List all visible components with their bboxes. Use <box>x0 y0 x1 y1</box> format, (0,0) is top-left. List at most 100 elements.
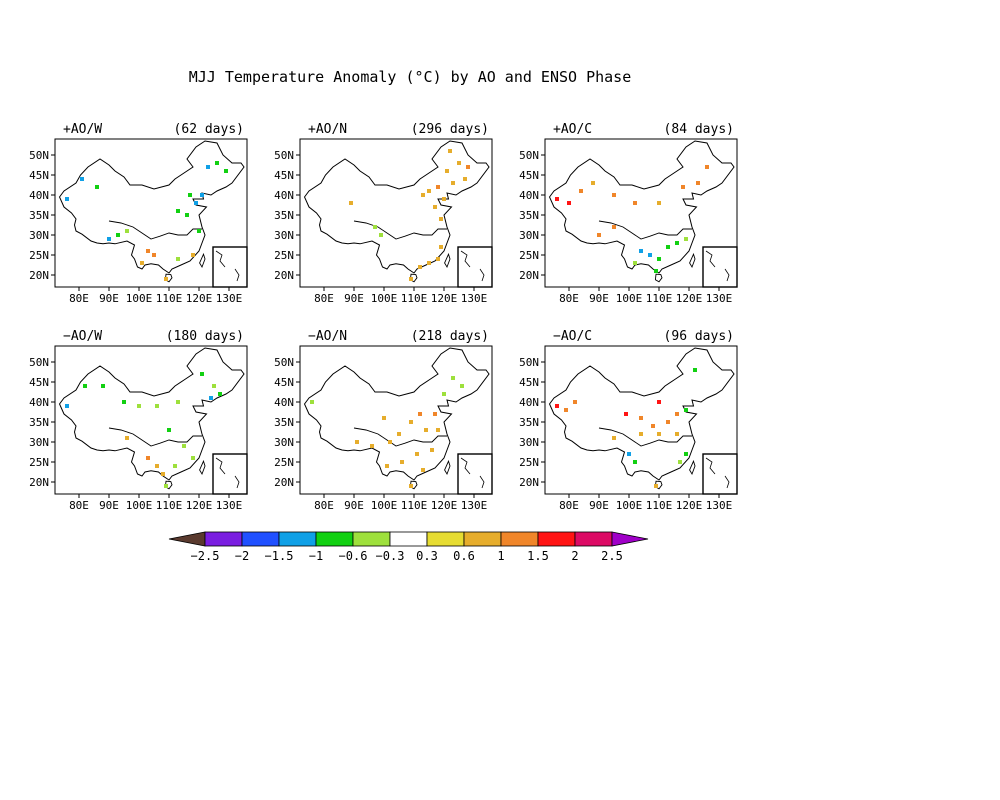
panel-phase-label: +AO/C <box>553 122 592 137</box>
station-point <box>95 185 99 189</box>
station-point <box>176 257 180 261</box>
taiwan-outline <box>444 459 451 476</box>
x-tick-label: 100E <box>371 292 398 305</box>
taiwan-outline <box>689 252 696 269</box>
taiwan-outline <box>444 252 451 269</box>
x-tick-label: 80E <box>69 499 89 512</box>
station-point <box>463 177 467 181</box>
map-panel: +AO/W (62 days) 80E 90E 100E 110E 120E 130E 50N 4… <box>29 122 248 305</box>
taiwan-outline <box>199 459 206 476</box>
station-point <box>224 169 228 173</box>
station-point <box>460 384 464 388</box>
x-tick-label: 90E <box>589 499 609 512</box>
panel-phase-label: +AO/N <box>308 122 347 137</box>
station-point <box>684 452 688 456</box>
station-point <box>657 201 661 205</box>
station-point <box>657 257 661 261</box>
taiwan-outline <box>689 459 696 476</box>
panel-phase-label: +AO/W <box>63 122 102 137</box>
station-point <box>579 189 583 193</box>
x-tick-label: 130E <box>706 499 733 512</box>
colorbar-label: −2 <box>235 549 249 563</box>
station-point <box>373 225 377 229</box>
panel-days-label: (296 days) <box>411 122 489 137</box>
station-point <box>633 201 637 205</box>
colorbar-segment <box>278 531 317 547</box>
inset-coastline <box>215 250 226 268</box>
x-tick-label: 130E <box>706 292 733 305</box>
x-tick-label: 80E <box>314 292 334 305</box>
panel-days-label: (180 days) <box>166 329 244 344</box>
x-tick-label: 90E <box>99 499 119 512</box>
x-tick-label: 110E <box>156 292 183 305</box>
colorbar-label: −2.5 <box>191 549 220 563</box>
y-tick-label: 20N <box>274 269 294 282</box>
station-point <box>564 408 568 412</box>
station-point <box>125 436 129 440</box>
station-point <box>597 233 601 237</box>
station-point <box>65 404 69 408</box>
x-tick-label: 100E <box>126 292 153 305</box>
inset-islands <box>479 475 485 489</box>
colorbar-label: 0.3 <box>416 549 438 563</box>
y-tick-label: 20N <box>519 476 539 489</box>
station-point <box>188 193 192 197</box>
station-point <box>612 225 616 229</box>
panels: +AO/W (62 days)80E 90E 100E 110E 120E 130E50N4… <box>29 122 738 512</box>
station-point <box>457 161 461 165</box>
station-point <box>436 257 440 261</box>
station-point <box>654 269 658 273</box>
inset-coastline <box>705 457 716 475</box>
y-tick-label: 25N <box>29 249 49 262</box>
station-point <box>657 400 661 404</box>
station-point <box>681 185 685 189</box>
y-tick-label: 25N <box>519 249 539 262</box>
station-point <box>409 484 413 488</box>
station-point <box>451 181 455 185</box>
x-tick-label: 80E <box>69 292 89 305</box>
station-point <box>176 209 180 213</box>
station-point <box>439 245 443 249</box>
station-point <box>612 193 616 197</box>
y-tick-label: 25N <box>274 249 294 262</box>
station-point <box>385 464 389 468</box>
inset-islands <box>724 268 730 282</box>
panel-phase-label: −AO/N <box>308 329 347 344</box>
x-tick-label: 100E <box>616 499 643 512</box>
y-tick-label: 20N <box>274 476 294 489</box>
y-tick-label: 35N <box>29 209 49 222</box>
y-tick-label: 30N <box>519 229 539 242</box>
station-point <box>194 201 198 205</box>
south-china-sea-inset <box>457 453 493 495</box>
station-point <box>191 456 195 460</box>
station-point <box>675 432 679 436</box>
station-point <box>409 277 413 281</box>
station-point <box>397 432 401 436</box>
station-point <box>382 416 386 420</box>
station-point <box>448 149 452 153</box>
inset-islands <box>234 475 240 489</box>
panel-phase-label: −AO/C <box>553 329 592 344</box>
inset-islands <box>479 268 485 282</box>
x-tick-label: 110E <box>646 499 673 512</box>
station-point <box>427 189 431 193</box>
station-point <box>116 233 120 237</box>
station-point <box>182 444 186 448</box>
station-point <box>409 420 413 424</box>
station-point <box>218 392 222 396</box>
station-point <box>675 412 679 416</box>
panel-frame <box>299 138 493 288</box>
station-point <box>705 165 709 169</box>
station-point <box>388 440 392 444</box>
y-tick-label: 50N <box>29 149 49 162</box>
x-tick-label: 80E <box>559 292 579 305</box>
x-tick-label: 100E <box>616 292 643 305</box>
station-point <box>161 472 165 476</box>
station-point <box>639 416 643 420</box>
south-china-sea-inset <box>212 453 248 495</box>
panel-frame <box>299 345 493 495</box>
x-tick-label: 130E <box>216 292 243 305</box>
taiwan-outline <box>199 252 206 269</box>
y-tick-label: 35N <box>519 209 539 222</box>
station-point <box>197 229 201 233</box>
